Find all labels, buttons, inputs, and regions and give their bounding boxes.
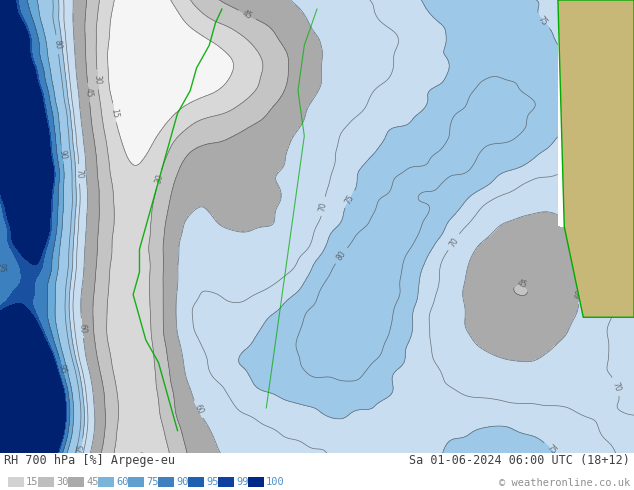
Text: 70: 70 <box>318 200 328 212</box>
Bar <box>98 477 114 487</box>
Bar <box>68 477 84 487</box>
Text: 45: 45 <box>241 8 254 21</box>
Text: 75: 75 <box>344 193 356 206</box>
Text: 45: 45 <box>84 87 94 98</box>
Text: Sa 01-06-2024 06:00 UTC (18+12): Sa 01-06-2024 06:00 UTC (18+12) <box>409 454 630 467</box>
Bar <box>128 477 144 487</box>
Text: 75: 75 <box>545 443 558 456</box>
Bar <box>218 477 234 487</box>
Text: 95: 95 <box>0 263 6 273</box>
Text: 99: 99 <box>236 477 249 487</box>
Text: 70: 70 <box>611 381 622 392</box>
Text: 60: 60 <box>77 323 87 333</box>
Text: 60: 60 <box>192 403 205 416</box>
Text: 75: 75 <box>75 442 86 454</box>
Text: 75: 75 <box>146 477 158 487</box>
Bar <box>158 477 174 487</box>
Text: 95: 95 <box>56 363 68 375</box>
Bar <box>8 477 24 487</box>
Text: 60: 60 <box>575 289 585 299</box>
Bar <box>188 477 204 487</box>
Text: 15: 15 <box>26 477 39 487</box>
Text: RH 700 hPa [%] Arpege-eu: RH 700 hPa [%] Arpege-eu <box>4 454 175 467</box>
Text: © weatheronline.co.uk: © weatheronline.co.uk <box>499 478 630 488</box>
Text: 45: 45 <box>516 278 528 290</box>
Text: 80: 80 <box>52 39 62 50</box>
Text: 80: 80 <box>335 249 348 262</box>
Text: 90: 90 <box>176 477 188 487</box>
Text: 95: 95 <box>206 477 219 487</box>
Text: 30: 30 <box>93 74 103 85</box>
Text: 100: 100 <box>266 477 285 487</box>
Text: 90: 90 <box>57 149 67 160</box>
Text: 70: 70 <box>448 236 460 248</box>
Text: 75: 75 <box>536 14 550 27</box>
Text: 15: 15 <box>109 107 120 119</box>
Text: 30: 30 <box>153 173 165 185</box>
Text: 30: 30 <box>56 477 68 487</box>
Text: 45: 45 <box>86 477 98 487</box>
Bar <box>38 477 54 487</box>
Bar <box>248 477 264 487</box>
Text: 60: 60 <box>116 477 129 487</box>
Text: 70: 70 <box>74 169 84 179</box>
Polygon shape <box>558 0 634 318</box>
